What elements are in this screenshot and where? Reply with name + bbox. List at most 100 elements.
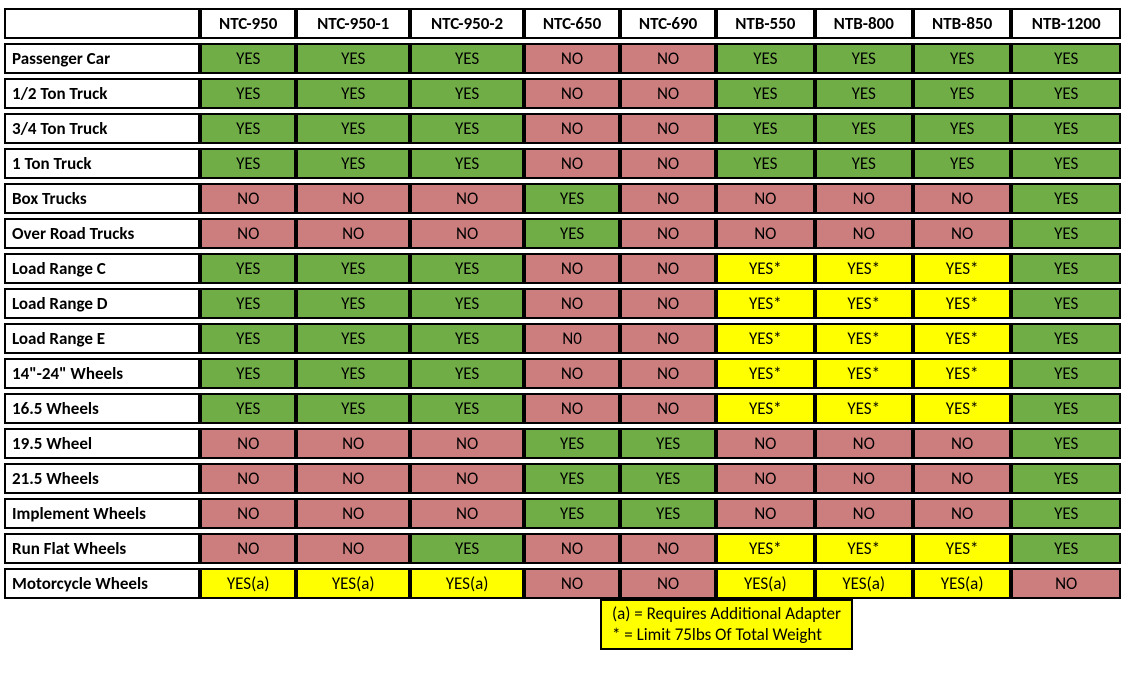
value-cell: YES xyxy=(620,463,716,494)
table-row: Implement WheelsNONONOYESYESNONONOYES xyxy=(4,498,1121,529)
value-cell: YES xyxy=(296,43,410,74)
value-cell: YES xyxy=(410,78,524,109)
value-cell: YES xyxy=(410,358,524,389)
value-cell: NO xyxy=(296,218,410,249)
value-cell: NO xyxy=(620,113,716,144)
value-cell: NO xyxy=(1011,568,1121,599)
value-cell: NO xyxy=(296,183,410,214)
table-row: 16.5 WheelsYESYESYESNONOYES*YES*YES*YES xyxy=(4,393,1121,424)
value-cell: NO xyxy=(913,183,1011,214)
value-cell: YES xyxy=(410,113,524,144)
row-label: Over Road Trucks xyxy=(4,218,200,249)
value-cell: NO xyxy=(620,78,716,109)
value-cell: YES xyxy=(524,183,620,214)
value-cell: YES* xyxy=(913,323,1011,354)
value-cell: YES xyxy=(296,148,410,179)
row-label: 1/2 Ton Truck xyxy=(4,78,200,109)
row-label: 21.5 Wheels xyxy=(4,463,200,494)
row-label: 3/4 Ton Truck xyxy=(4,113,200,144)
value-cell: YES xyxy=(913,43,1011,74)
value-cell: YES xyxy=(200,148,296,179)
value-cell: NO xyxy=(200,218,296,249)
table-row: Load Range DYESYESYESNONOYES*YES*YES*YES xyxy=(4,288,1121,319)
value-cell: YES* xyxy=(815,358,913,389)
value-cell: YES xyxy=(200,113,296,144)
value-cell: YES xyxy=(1011,183,1121,214)
value-cell: YES xyxy=(1011,498,1121,529)
value-cell: NO xyxy=(620,218,716,249)
column-header: NTB-1200 xyxy=(1011,8,1121,39)
value-cell: YES xyxy=(1011,43,1121,74)
value-cell: YES xyxy=(296,358,410,389)
value-cell: NO xyxy=(716,218,814,249)
value-cell: NO xyxy=(200,533,296,564)
value-cell: NO xyxy=(815,218,913,249)
row-label: 1 Ton Truck xyxy=(4,148,200,179)
value-cell: YES* xyxy=(716,358,814,389)
value-cell: YES xyxy=(815,78,913,109)
value-cell: YES(a) xyxy=(815,568,913,599)
value-cell: YES xyxy=(913,148,1011,179)
value-cell: NO xyxy=(815,183,913,214)
value-cell: NO xyxy=(410,498,524,529)
value-cell: YES xyxy=(815,148,913,179)
value-cell: NO xyxy=(716,428,814,459)
table-row: Passenger CarYESYESYESNONOYESYESYESYES xyxy=(4,43,1121,74)
table-row: Box TrucksNONONOYESNONONONOYES xyxy=(4,183,1121,214)
value-cell: NO xyxy=(913,428,1011,459)
value-cell: YES(a) xyxy=(913,568,1011,599)
value-cell: NO xyxy=(524,288,620,319)
row-label: Load Range C xyxy=(4,253,200,284)
value-cell: YES* xyxy=(913,288,1011,319)
value-cell: YES xyxy=(410,253,524,284)
value-cell: YES* xyxy=(815,393,913,424)
table-row: 3/4 Ton TruckYESYESYESNONOYESYESYESYES xyxy=(4,113,1121,144)
value-cell: NO xyxy=(913,463,1011,494)
value-cell: NO xyxy=(815,428,913,459)
table-row: Run Flat WheelsNONOYESNONOYES*YES*YES*YE… xyxy=(4,533,1121,564)
value-cell: YES* xyxy=(913,358,1011,389)
value-cell: NO xyxy=(200,498,296,529)
value-cell: YES xyxy=(1011,358,1121,389)
row-label: Implement Wheels xyxy=(4,498,200,529)
value-cell: YES* xyxy=(913,393,1011,424)
value-cell: NO xyxy=(815,498,913,529)
value-cell: YES xyxy=(524,463,620,494)
value-cell: YES xyxy=(524,218,620,249)
value-cell: YES xyxy=(913,113,1011,144)
table-body: Passenger CarYESYESYESNONOYESYESYESYES1/… xyxy=(4,43,1121,599)
value-cell: NO xyxy=(524,253,620,284)
row-label: Load Range D xyxy=(4,288,200,319)
value-cell: NO xyxy=(620,393,716,424)
value-cell: YES xyxy=(410,533,524,564)
value-cell: YES xyxy=(296,393,410,424)
row-label: Passenger Car xyxy=(4,43,200,74)
value-cell: YES(a) xyxy=(410,568,524,599)
value-cell: NO xyxy=(296,463,410,494)
value-cell: YES* xyxy=(716,393,814,424)
value-cell: YES xyxy=(1011,253,1121,284)
table-row: 1/2 Ton TruckYESYESYESNONOYESYESYESYES xyxy=(4,78,1121,109)
column-header: NTC-950 xyxy=(200,8,296,39)
value-cell: YES* xyxy=(913,253,1011,284)
value-cell: NO xyxy=(620,43,716,74)
value-cell: N0 xyxy=(524,323,620,354)
value-cell: NO xyxy=(620,358,716,389)
value-cell: YES xyxy=(410,393,524,424)
table-row: 14"-24" WheelsYESYESYESNONOYES*YES*YES*Y… xyxy=(4,358,1121,389)
value-cell: NO xyxy=(716,183,814,214)
legend-box: (a) = Requires Additional Adapter * = Li… xyxy=(600,599,853,650)
value-cell: YES* xyxy=(815,323,913,354)
value-cell: YES* xyxy=(815,253,913,284)
value-cell: YES xyxy=(410,323,524,354)
value-cell: NO xyxy=(296,498,410,529)
value-cell: YES xyxy=(524,428,620,459)
row-label: Box Trucks xyxy=(4,183,200,214)
value-cell: YES xyxy=(1011,288,1121,319)
header-row: NTC-950NTC-950-1NTC-950-2NTC-650NTC-690N… xyxy=(4,8,1121,39)
value-cell: YES xyxy=(410,43,524,74)
value-cell: YES xyxy=(296,78,410,109)
value-cell: YES xyxy=(200,393,296,424)
value-cell: YES xyxy=(296,113,410,144)
value-cell: YES xyxy=(815,43,913,74)
